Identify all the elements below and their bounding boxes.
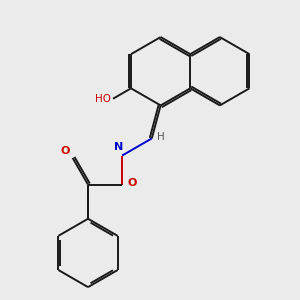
Text: N: N — [114, 142, 123, 152]
Text: HO: HO — [94, 94, 111, 104]
Text: H: H — [157, 132, 165, 142]
Text: O: O — [128, 178, 137, 188]
Text: O: O — [60, 146, 70, 156]
